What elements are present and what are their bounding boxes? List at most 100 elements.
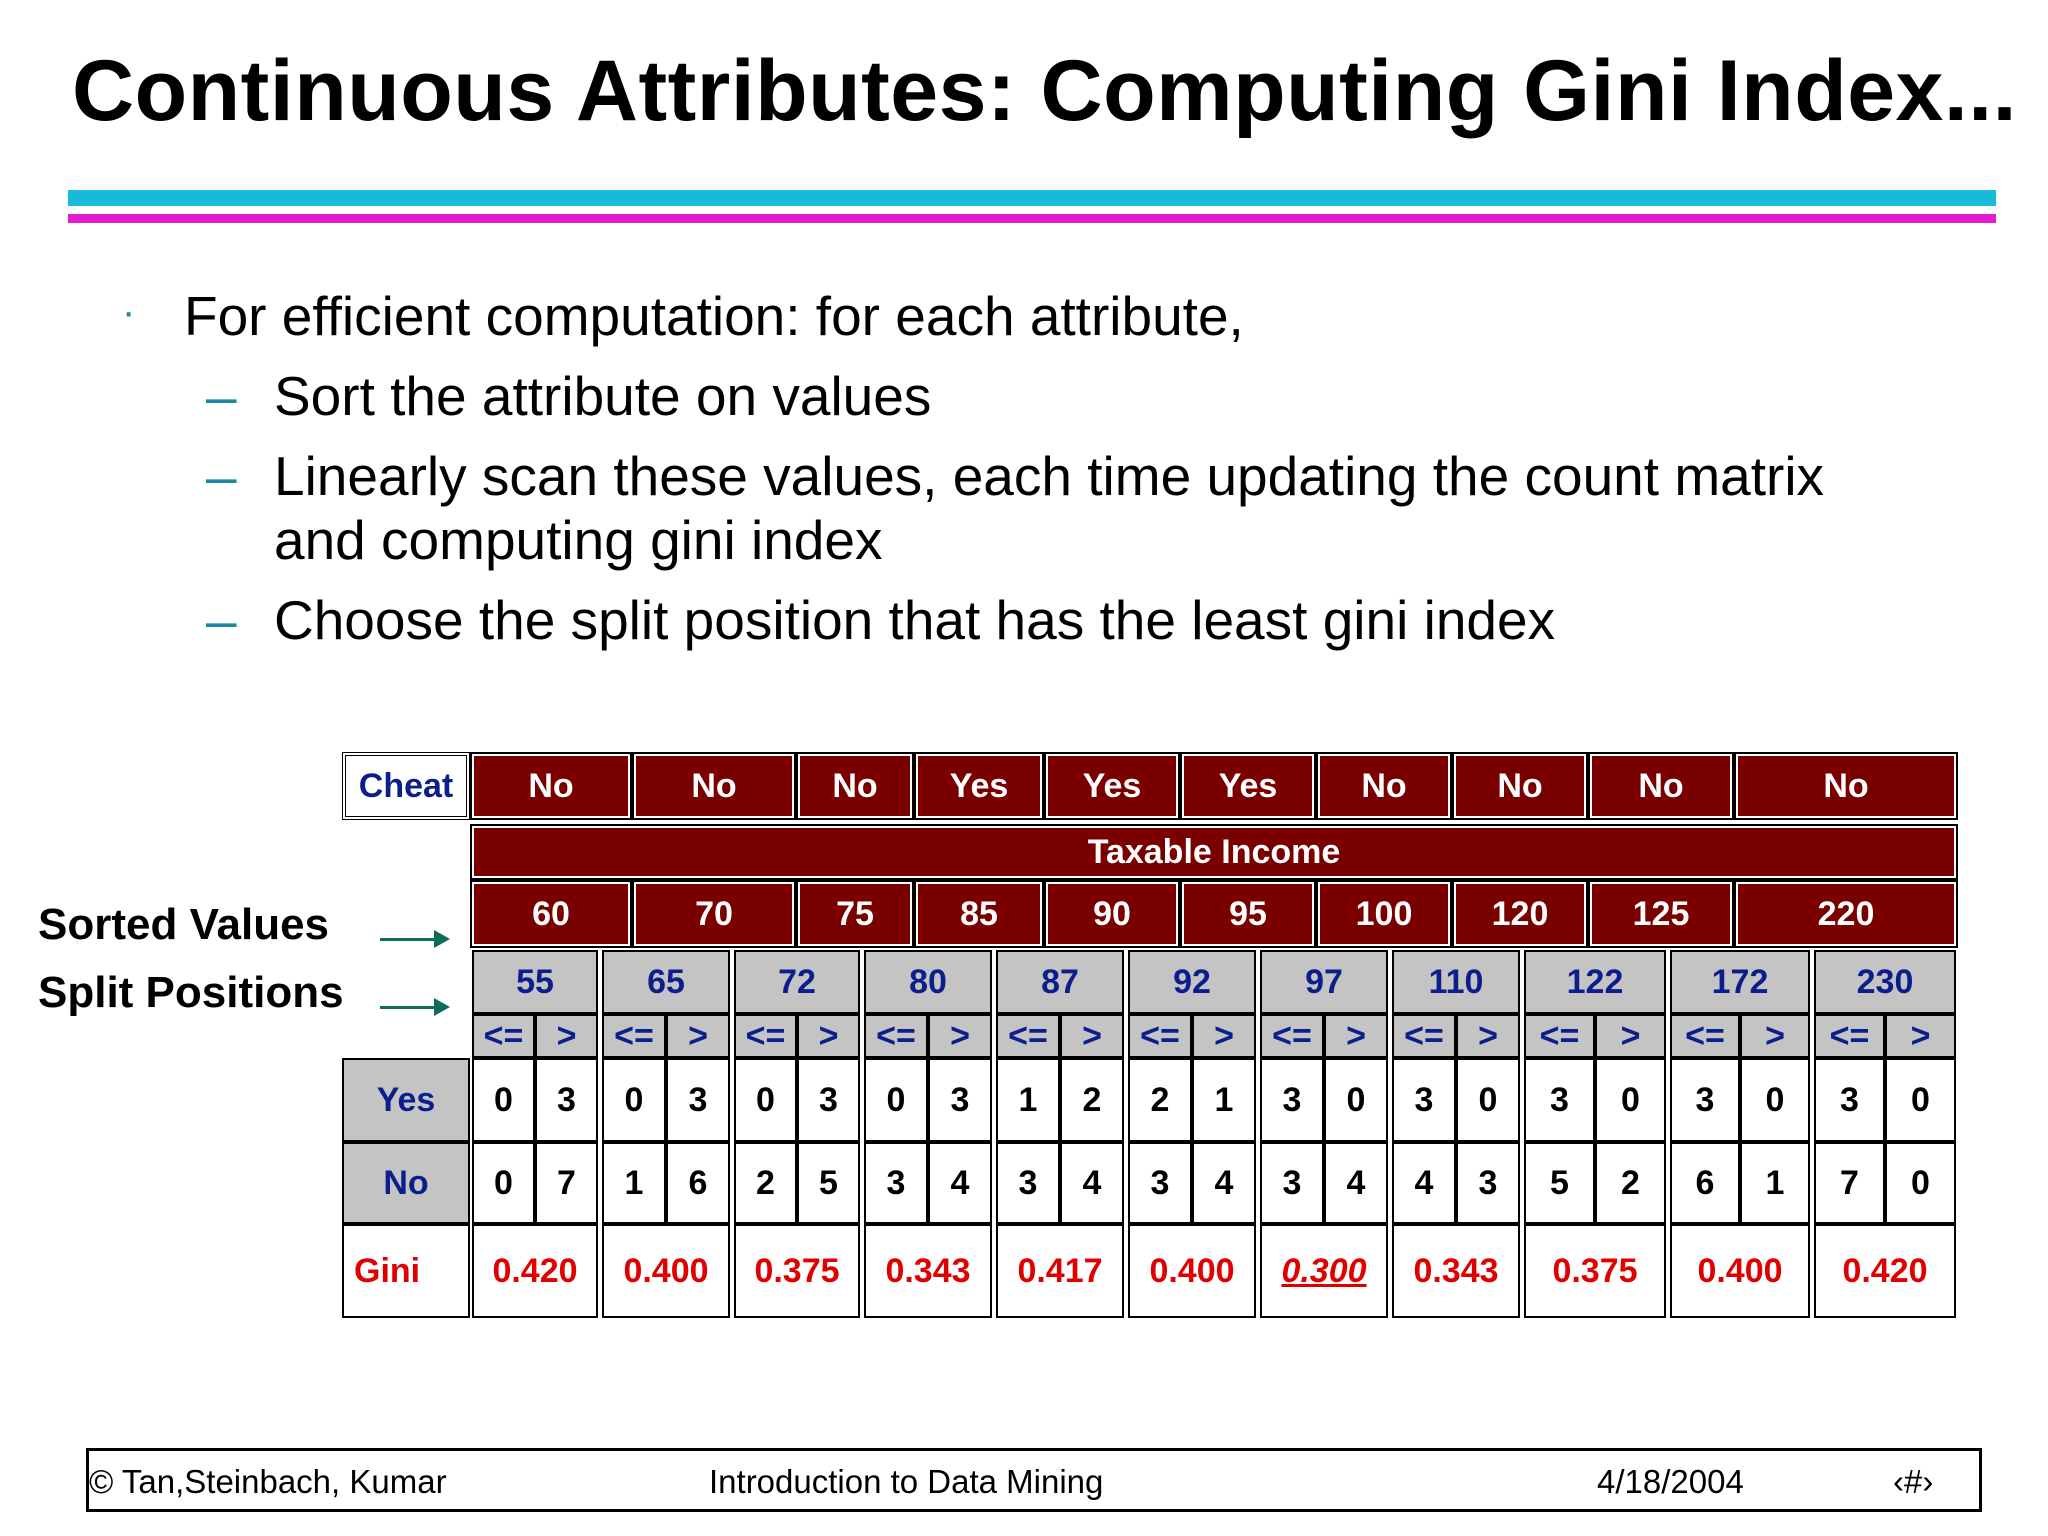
gt-operator-cell: > — [666, 1014, 730, 1058]
no-count-gt-cell: 7 — [535, 1142, 598, 1224]
split-positions-label: Split Positions — [38, 968, 344, 1017]
bullet-sub-choose: Choose the split position that has the l… — [274, 589, 1556, 651]
no-count-le-cell: 3 — [1128, 1142, 1192, 1224]
gt-operator-cell: > — [1324, 1014, 1388, 1058]
gini-value-cell: 0.417 — [996, 1224, 1124, 1318]
gini-value-cell: 0.343 — [864, 1224, 992, 1318]
sorted-value-cell: 60 — [470, 880, 632, 948]
no-count-le-cell: 7 — [1814, 1142, 1885, 1224]
sorted-value-cell: 100 — [1316, 880, 1452, 948]
bullet-sub-scan-cont: and computing gini index — [274, 509, 883, 571]
cheat-value-cell: No — [1588, 752, 1734, 820]
le-operator-cell: <= — [1128, 1014, 1192, 1058]
sorted-value-cell: 120 — [1452, 880, 1588, 948]
gini-row-label: Gini — [342, 1224, 470, 1318]
sorted-value-cell: 90 — [1044, 880, 1180, 948]
sorted-values-arrow-icon — [380, 930, 450, 948]
split-position-cell: 72 — [734, 950, 860, 1014]
gt-operator-cell: > — [535, 1014, 598, 1058]
le-operator-cell: <= — [1392, 1014, 1456, 1058]
footer-date: 4/18/2004 — [1597, 1463, 1744, 1500]
no-count-le-cell: 0 — [472, 1142, 535, 1224]
cheat-value-cell: Yes — [1044, 752, 1180, 820]
dash-icon: – — [206, 589, 237, 651]
sorted-value-cell: 220 — [1734, 880, 1958, 948]
bullet-dot-icon: · — [122, 290, 136, 334]
gt-operator-cell: > — [1192, 1014, 1256, 1058]
cheat-value-cell: No — [1452, 752, 1588, 820]
le-operator-cell: <= — [864, 1014, 928, 1058]
le-operator-cell: <= — [1670, 1014, 1740, 1058]
cheat-label: Cheat — [342, 752, 470, 820]
yes-count-le-cell: 3 — [1814, 1058, 1885, 1142]
dash-icon: – — [206, 365, 237, 427]
no-count-le-cell: 6 — [1670, 1142, 1740, 1224]
cheat-value-cell: No — [470, 752, 632, 820]
no-count-gt-cell: 1 — [1740, 1142, 1810, 1224]
no-count-gt-cell: 4 — [1060, 1142, 1124, 1224]
split-position-cell: 87 — [996, 950, 1124, 1014]
gini-count-table: Cheat No No No Yes Yes Yes No No No No Taxable Inco… — [342, 752, 1958, 1318]
sorted-value-cell: 75 — [796, 880, 914, 948]
gini-value-cell: 0.400 — [1128, 1224, 1256, 1318]
le-operator-cell: <= — [734, 1014, 797, 1058]
cheat-value-cell: Yes — [914, 752, 1044, 820]
footer-course: Introduction to Data Mining — [709, 1463, 1104, 1500]
cheat-value-cell: No — [632, 752, 796, 820]
le-operator-cell: <= — [1814, 1014, 1885, 1058]
slide-footer: © Tan,Steinbach, Kumar Introduction to D… — [86, 1448, 1982, 1512]
yes-count-gt-cell: 3 — [535, 1058, 598, 1142]
split-position-cell: 172 — [1670, 950, 1810, 1014]
le-operator-cell: <= — [472, 1014, 535, 1058]
yes-count-gt-cell: 3 — [928, 1058, 992, 1142]
split-position-cell: 65 — [602, 950, 730, 1014]
sorted-values-label: Sorted Values — [38, 900, 330, 949]
sorted-value-cell: 70 — [632, 880, 796, 948]
le-operator-cell: <= — [1524, 1014, 1595, 1058]
gt-operator-cell: > — [1885, 1014, 1956, 1058]
no-count-gt-cell: 4 — [1324, 1142, 1388, 1224]
gini-value-cell: 0.420 — [472, 1224, 598, 1318]
split-position-cell: 80 — [864, 950, 992, 1014]
le-operator-cell: <= — [602, 1014, 666, 1058]
split-position-cell: 97 — [1260, 950, 1388, 1014]
sorted-value-cell: 85 — [914, 880, 1044, 948]
yes-count-gt-cell: 2 — [1060, 1058, 1124, 1142]
footer-page-number: ‹#› — [1893, 1463, 1934, 1500]
gt-operator-cell: > — [1060, 1014, 1124, 1058]
no-count-le-cell: 2 — [734, 1142, 797, 1224]
le-operator-cell: <= — [1260, 1014, 1324, 1058]
gini-value-cell: 0.420 — [1814, 1224, 1956, 1318]
yes-count-le-cell: 3 — [1260, 1058, 1324, 1142]
attribute-header: Taxable Income — [470, 824, 1958, 880]
no-count-le-cell: 5 — [1524, 1142, 1595, 1224]
no-count-le-cell: 3 — [864, 1142, 928, 1224]
gini-value-cell: 0.375 — [1524, 1224, 1666, 1318]
yes-row-label: Yes — [342, 1058, 470, 1142]
no-count-gt-cell: 4 — [928, 1142, 992, 1224]
no-count-le-cell: 4 — [1392, 1142, 1456, 1224]
title-rule-cyan — [68, 190, 1996, 206]
split-position-cell: 110 — [1392, 950, 1520, 1014]
no-count-le-cell: 3 — [1260, 1142, 1324, 1224]
no-count-gt-cell: 3 — [1456, 1142, 1520, 1224]
no-count-le-cell: 3 — [996, 1142, 1060, 1224]
best-gini-value-cell: 0.300 — [1260, 1224, 1388, 1318]
footer-authors: © Tan,Steinbach, Kumar — [89, 1463, 447, 1500]
cheat-value-cell: Yes — [1180, 752, 1316, 820]
yes-count-gt-cell: 0 — [1885, 1058, 1956, 1142]
cheat-value-cell: No — [1734, 752, 1958, 820]
le-operator-cell: <= — [996, 1014, 1060, 1058]
gt-operator-cell: > — [1740, 1014, 1810, 1058]
split-position-cell: 55 — [472, 950, 598, 1014]
cheat-value-cell: No — [1316, 752, 1452, 820]
bullet-sub-sort: Sort the attribute on values — [274, 365, 932, 427]
bullet-main: For efficient computation: for each attr… — [184, 285, 1244, 347]
no-count-gt-cell: 6 — [666, 1142, 730, 1224]
no-count-gt-cell: 4 — [1192, 1142, 1256, 1224]
split-positions-arrow-icon — [380, 998, 450, 1016]
gini-value-cell: 0.400 — [602, 1224, 730, 1318]
yes-count-le-cell: 2 — [1128, 1058, 1192, 1142]
yes-count-gt-cell: 0 — [1740, 1058, 1810, 1142]
title-rule-magenta — [68, 214, 1996, 223]
